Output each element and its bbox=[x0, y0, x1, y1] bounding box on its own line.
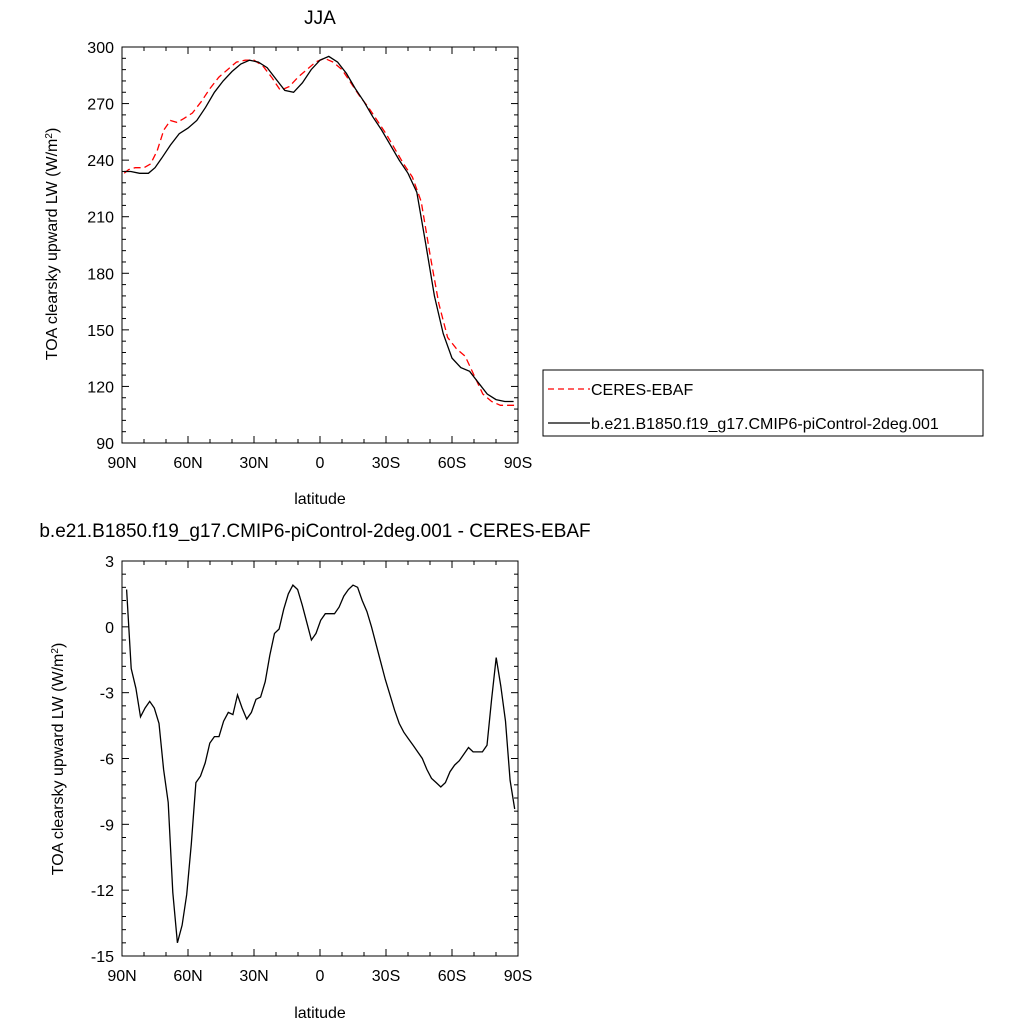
top-panel-x-tick-label: 60S bbox=[438, 455, 466, 472]
top-panel-y-axis-label-sup: 2 bbox=[44, 133, 55, 139]
top-panel-y-tick-label: 180 bbox=[87, 266, 114, 283]
bottom-panel-x-tick-label: 30S bbox=[372, 968, 400, 985]
bottom-panel-x-tick-label: 0 bbox=[316, 968, 325, 985]
bottom-panel-x-tick-label: 90N bbox=[107, 968, 136, 985]
top-panel-x-tick-label: 90N bbox=[107, 455, 136, 472]
legend-box bbox=[542, 369, 984, 437]
top-panel-x-tick-label: 30S bbox=[372, 455, 400, 472]
top-panel-y-tick-label: 240 bbox=[87, 153, 114, 170]
top-panel-x-tick-label: 0 bbox=[316, 455, 325, 472]
top-panel-y-tick-label: 150 bbox=[87, 323, 114, 340]
bottom-panel-y-axis-label-end: ) bbox=[50, 643, 67, 648]
top-panel-series-line-model bbox=[124, 55, 514, 403]
legend-label-model: b.e21.B1850.f19_g17.CMIP6-piControl-2deg… bbox=[591, 416, 939, 433]
bottom-panel-plot-frame bbox=[121, 560, 519, 957]
top-panel-title: JJA bbox=[304, 8, 336, 29]
bottom-panel-x-axis-label: latitude bbox=[294, 1005, 346, 1022]
top-panel-y-axis-label-end: ) bbox=[44, 128, 61, 133]
top-panel-y-tick-label: 270 bbox=[87, 97, 114, 114]
bottom-panel-y-axis-label-sup: 2 bbox=[50, 648, 61, 654]
top-panel-legend: CERES-EBAF b.e21.B1850.f19_g17.CMIP6-piC… bbox=[542, 369, 984, 437]
top-panel-y-axis-label-main: TOA clearsky upward LW (W/m bbox=[44, 139, 61, 361]
top-panel-x-tick-label: 60N bbox=[173, 455, 202, 472]
bottom-panel-series-line-difference bbox=[125, 584, 516, 943]
legend-label-ceres-ebaf: CERES-EBAF bbox=[591, 382, 693, 399]
bottom-panel-x-tick-label: 30N bbox=[239, 968, 268, 985]
top-panel-x-tick-label: 90S bbox=[504, 455, 532, 472]
bottom-panel-y-tick-label: 0 bbox=[105, 620, 114, 637]
top-panel: JJA latitude TOA clearsky upward LW (W/m… bbox=[44, 8, 984, 508]
bottom-panel-x-tick-label: 60N bbox=[173, 968, 202, 985]
top-panel-y-tick-label: 300 bbox=[87, 40, 114, 57]
top-panel-x-axis-label: latitude bbox=[294, 491, 346, 508]
top-panel-y-tick-label: 210 bbox=[87, 210, 114, 227]
top-panel-y-tick-label: 120 bbox=[87, 379, 114, 396]
bottom-panel-x-tick-label: 90S bbox=[504, 968, 532, 985]
bottom-panel-x-tick-label: 60S bbox=[438, 968, 466, 985]
bottom-panel-y-axis-label-main: TOA clearsky upward LW (W/m bbox=[50, 654, 67, 876]
bottom-panel: b.e21.B1850.f19_g17.CMIP6-piControl-2deg… bbox=[39, 521, 590, 1022]
bottom-panel-y-tick-label: -15 bbox=[91, 949, 114, 966]
top-panel-series-line-ceres-ebaf bbox=[123, 57, 516, 406]
top-panel-x-tick-label: 30N bbox=[239, 455, 268, 472]
bottom-panel-title: b.e21.B1850.f19_g17.CMIP6-piControl-2deg… bbox=[39, 521, 590, 542]
bottom-panel-y-tick-label: -3 bbox=[100, 686, 114, 703]
bottom-panel-y-tick-label: 3 bbox=[105, 554, 114, 571]
bottom-panel-y-tick-label: -9 bbox=[100, 817, 114, 834]
bottom-panel-y-axis-label: TOA clearsky upward LW (W/m2) bbox=[50, 643, 68, 876]
top-panel-y-tick-label: 90 bbox=[96, 436, 114, 453]
top-panel-plot-frame bbox=[121, 46, 519, 444]
top-panel-y-axis-label: TOA clearsky upward LW (W/m2) bbox=[44, 128, 62, 361]
bottom-panel-y-tick-label: -12 bbox=[91, 883, 114, 900]
bottom-panel-y-tick-label: -6 bbox=[100, 752, 114, 769]
